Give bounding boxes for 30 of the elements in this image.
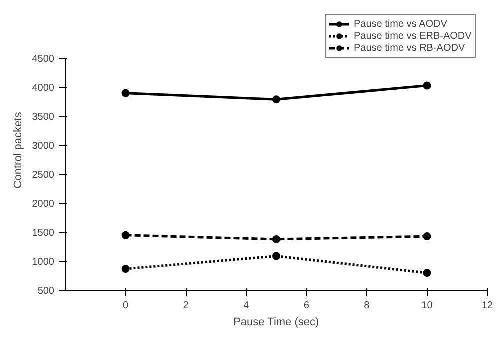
y-tick-label: 3000 [32,141,55,152]
x-tick-label: 6 [304,300,310,312]
legend-label: Pause time vs ERB-AODV [354,30,472,42]
y-axis-title: Control packets [12,112,24,189]
y-tick-label: 3500 [32,112,55,123]
x-tick-label: 4 [244,300,250,312]
point [122,231,130,240]
point [272,96,280,104]
point [423,82,432,90]
y-tick-label: 1000 [32,257,55,268]
y-tick-label: 4500 [32,54,55,65]
y-tick-label: 4000 [32,83,55,94]
y-tick-label: 2500 [32,170,55,181]
x-tick-label: 10 [422,300,434,312]
y-tick-label: 2000 [32,199,55,210]
x-tick-label: 2 [183,300,190,312]
y-tick-label: 500 [38,286,55,297]
x-axis-title: Pause Time (sec) [234,316,320,328]
point [272,235,280,244]
point [122,265,130,274]
x-tick-label: 0 [123,300,130,312]
point [272,252,280,260]
legend-label: Pause time vs AODV [354,18,448,30]
y-tick-label: 1500 [32,228,55,239]
x-tick-label: 12 [482,300,494,312]
x-tick-label: 8 [364,300,370,312]
point [423,269,432,278]
point [122,89,130,98]
legend-label: Pause time vs RB-AODV [354,42,466,54]
point [423,232,432,241]
